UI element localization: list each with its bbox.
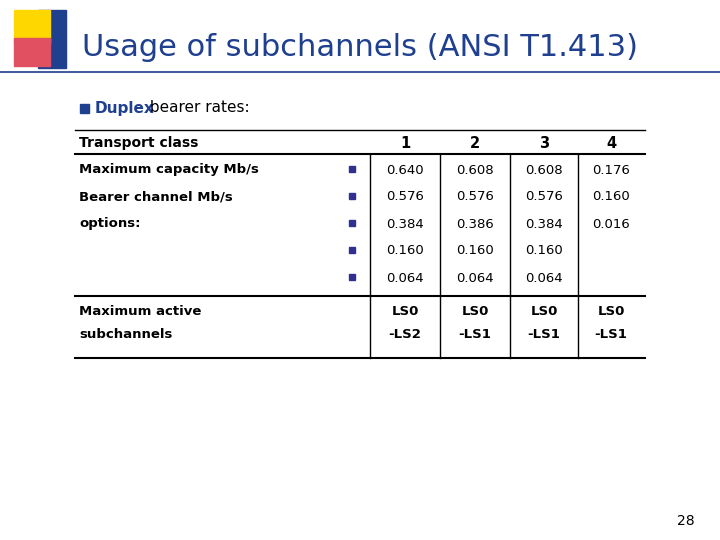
Text: Maximum active: Maximum active (79, 306, 202, 319)
Text: subchannels: subchannels (79, 327, 172, 341)
Bar (349, 193, 355, 199)
Text: 0.064: 0.064 (386, 272, 424, 285)
Text: 0.608: 0.608 (525, 164, 563, 177)
Text: Bearer channel Mb/s: Bearer channel Mb/s (79, 191, 233, 204)
Bar (14, 10, 50, 44)
Bar (38, 10, 66, 68)
Text: 0.160: 0.160 (386, 245, 424, 258)
Text: 0.576: 0.576 (456, 191, 494, 204)
Text: Usage of subchannels (ANSI T1.413): Usage of subchannels (ANSI T1.413) (82, 32, 638, 62)
Text: 0.384: 0.384 (525, 218, 563, 231)
Text: 3: 3 (539, 136, 549, 151)
Text: LS0: LS0 (462, 306, 489, 319)
Text: 0.064: 0.064 (456, 272, 494, 285)
Text: Duplex: Duplex (95, 100, 155, 116)
Text: -LS1: -LS1 (459, 327, 492, 341)
Text: 0.576: 0.576 (525, 191, 563, 204)
Bar (349, 274, 355, 280)
Text: 0.386: 0.386 (456, 218, 494, 231)
Text: 1: 1 (400, 136, 410, 151)
Text: -LS1: -LS1 (595, 327, 627, 341)
Text: 0.064: 0.064 (525, 272, 563, 285)
Text: 28: 28 (678, 514, 695, 528)
Text: LS0: LS0 (391, 306, 419, 319)
Text: 0.608: 0.608 (456, 164, 494, 177)
Bar (349, 166, 355, 172)
Text: 0.576: 0.576 (386, 191, 424, 204)
Text: 0.016: 0.016 (592, 218, 630, 231)
Text: 0.160: 0.160 (456, 245, 494, 258)
Text: 0.160: 0.160 (592, 191, 630, 204)
Text: -LS2: -LS2 (389, 327, 421, 341)
Text: 0.160: 0.160 (525, 245, 563, 258)
Text: Transport class: Transport class (79, 136, 199, 150)
Text: bearer rates:: bearer rates: (145, 100, 250, 116)
Text: LS0: LS0 (598, 306, 625, 319)
Text: Maximum capacity Mb/s: Maximum capacity Mb/s (79, 164, 259, 177)
Text: 0.640: 0.640 (386, 164, 424, 177)
Text: 4: 4 (606, 136, 616, 151)
Text: options:: options: (79, 218, 140, 231)
Text: 0.176: 0.176 (592, 164, 630, 177)
Text: 2: 2 (470, 136, 480, 151)
Bar (80, 104, 89, 112)
Text: LS0: LS0 (531, 306, 558, 319)
Text: 0.384: 0.384 (386, 218, 424, 231)
Bar (349, 220, 355, 226)
Bar (349, 247, 355, 253)
Bar (14, 38, 50, 66)
Text: -LS1: -LS1 (528, 327, 560, 341)
